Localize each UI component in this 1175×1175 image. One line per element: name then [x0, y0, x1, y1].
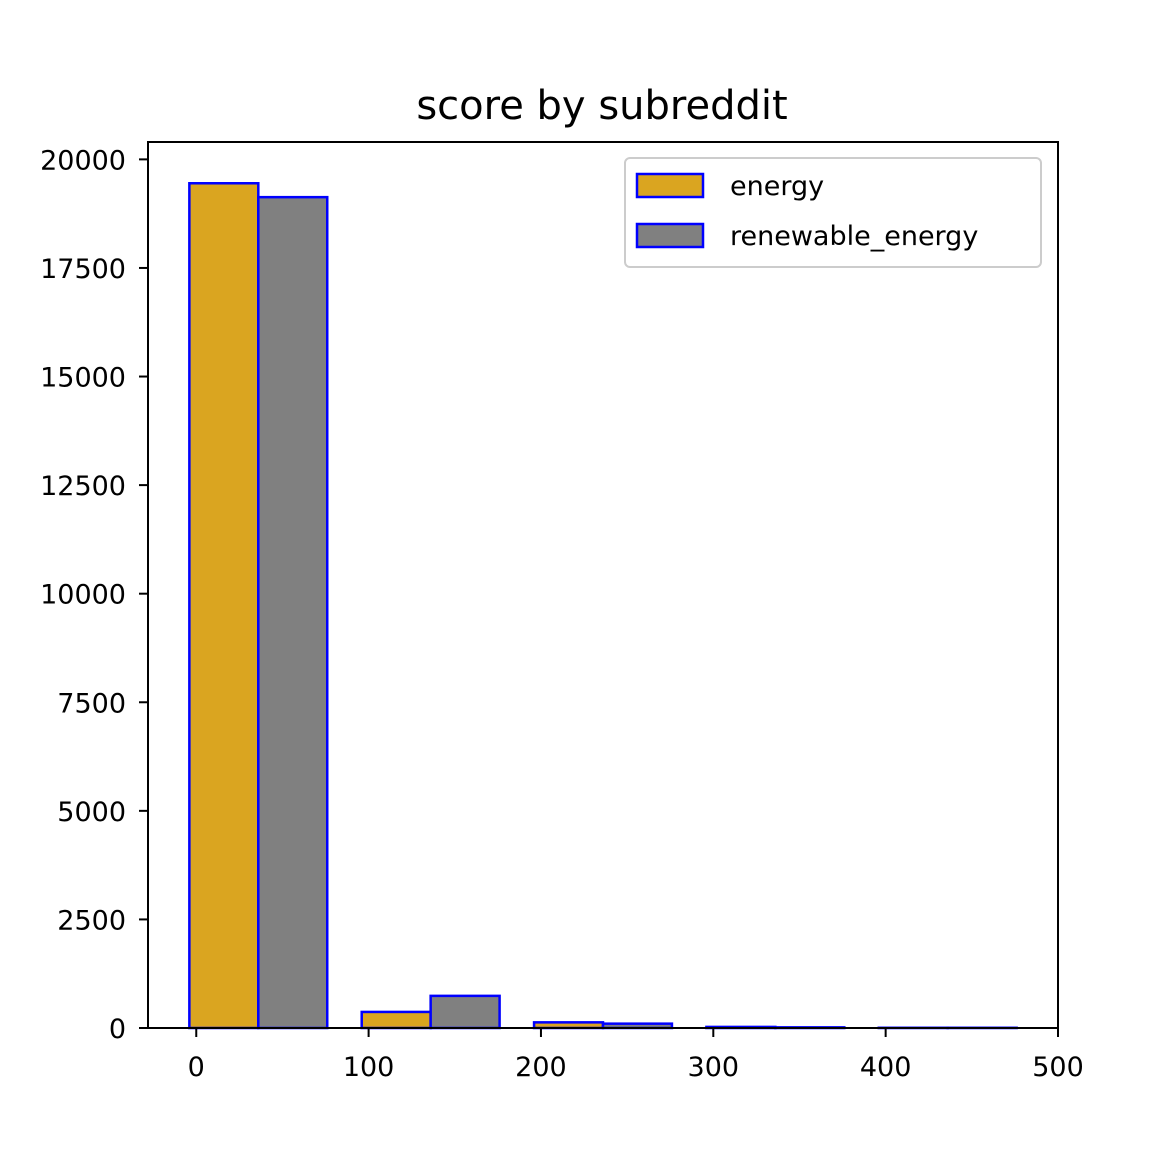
x-tick-label: 100	[343, 1052, 395, 1083]
y-tick-label: 12500	[40, 471, 126, 502]
x-tick-label: 300	[688, 1052, 740, 1083]
x-tick-label: 0	[188, 1052, 205, 1083]
legend-label-energy: energy	[730, 171, 824, 202]
y-tick-label: 20000	[40, 145, 126, 176]
bars-layer	[188, 182, 1018, 1030]
bar-renewable_energy-bin-0	[257, 195, 329, 1030]
y-tick-label: 17500	[40, 254, 126, 285]
axes-layer: 0 100 200 300 400 500025005000750010000125001…	[40, 141, 1084, 1083]
y-tick-label: 15000	[40, 363, 126, 394]
legend-swatch-renewable_energy	[635, 222, 705, 249]
y-tick-label: 0	[109, 1014, 126, 1045]
bar-energy-bin-1	[360, 1010, 432, 1030]
x-tick-label: 200	[515, 1052, 567, 1083]
x-tick-label: 400	[860, 1052, 912, 1083]
y-tick-label: 7500	[57, 688, 126, 719]
y-tick-label: 5000	[57, 797, 126, 828]
plot-frame	[147, 141, 1059, 1029]
x-tick-label: 500	[1032, 1052, 1084, 1083]
legend-box	[624, 157, 1042, 268]
y-tick-label: 2500	[57, 905, 126, 936]
legend-swatch-energy	[635, 172, 705, 199]
bar-renewable_energy-bin-1	[429, 994, 501, 1030]
chart-title: score by subreddit	[416, 83, 787, 129]
legend-label-renewable_energy: renewable_energy	[730, 221, 978, 252]
y-tick-label: 10000	[40, 580, 126, 611]
bar-energy-bin-0	[188, 182, 260, 1030]
legend: energy renewable_energy	[624, 157, 1042, 268]
